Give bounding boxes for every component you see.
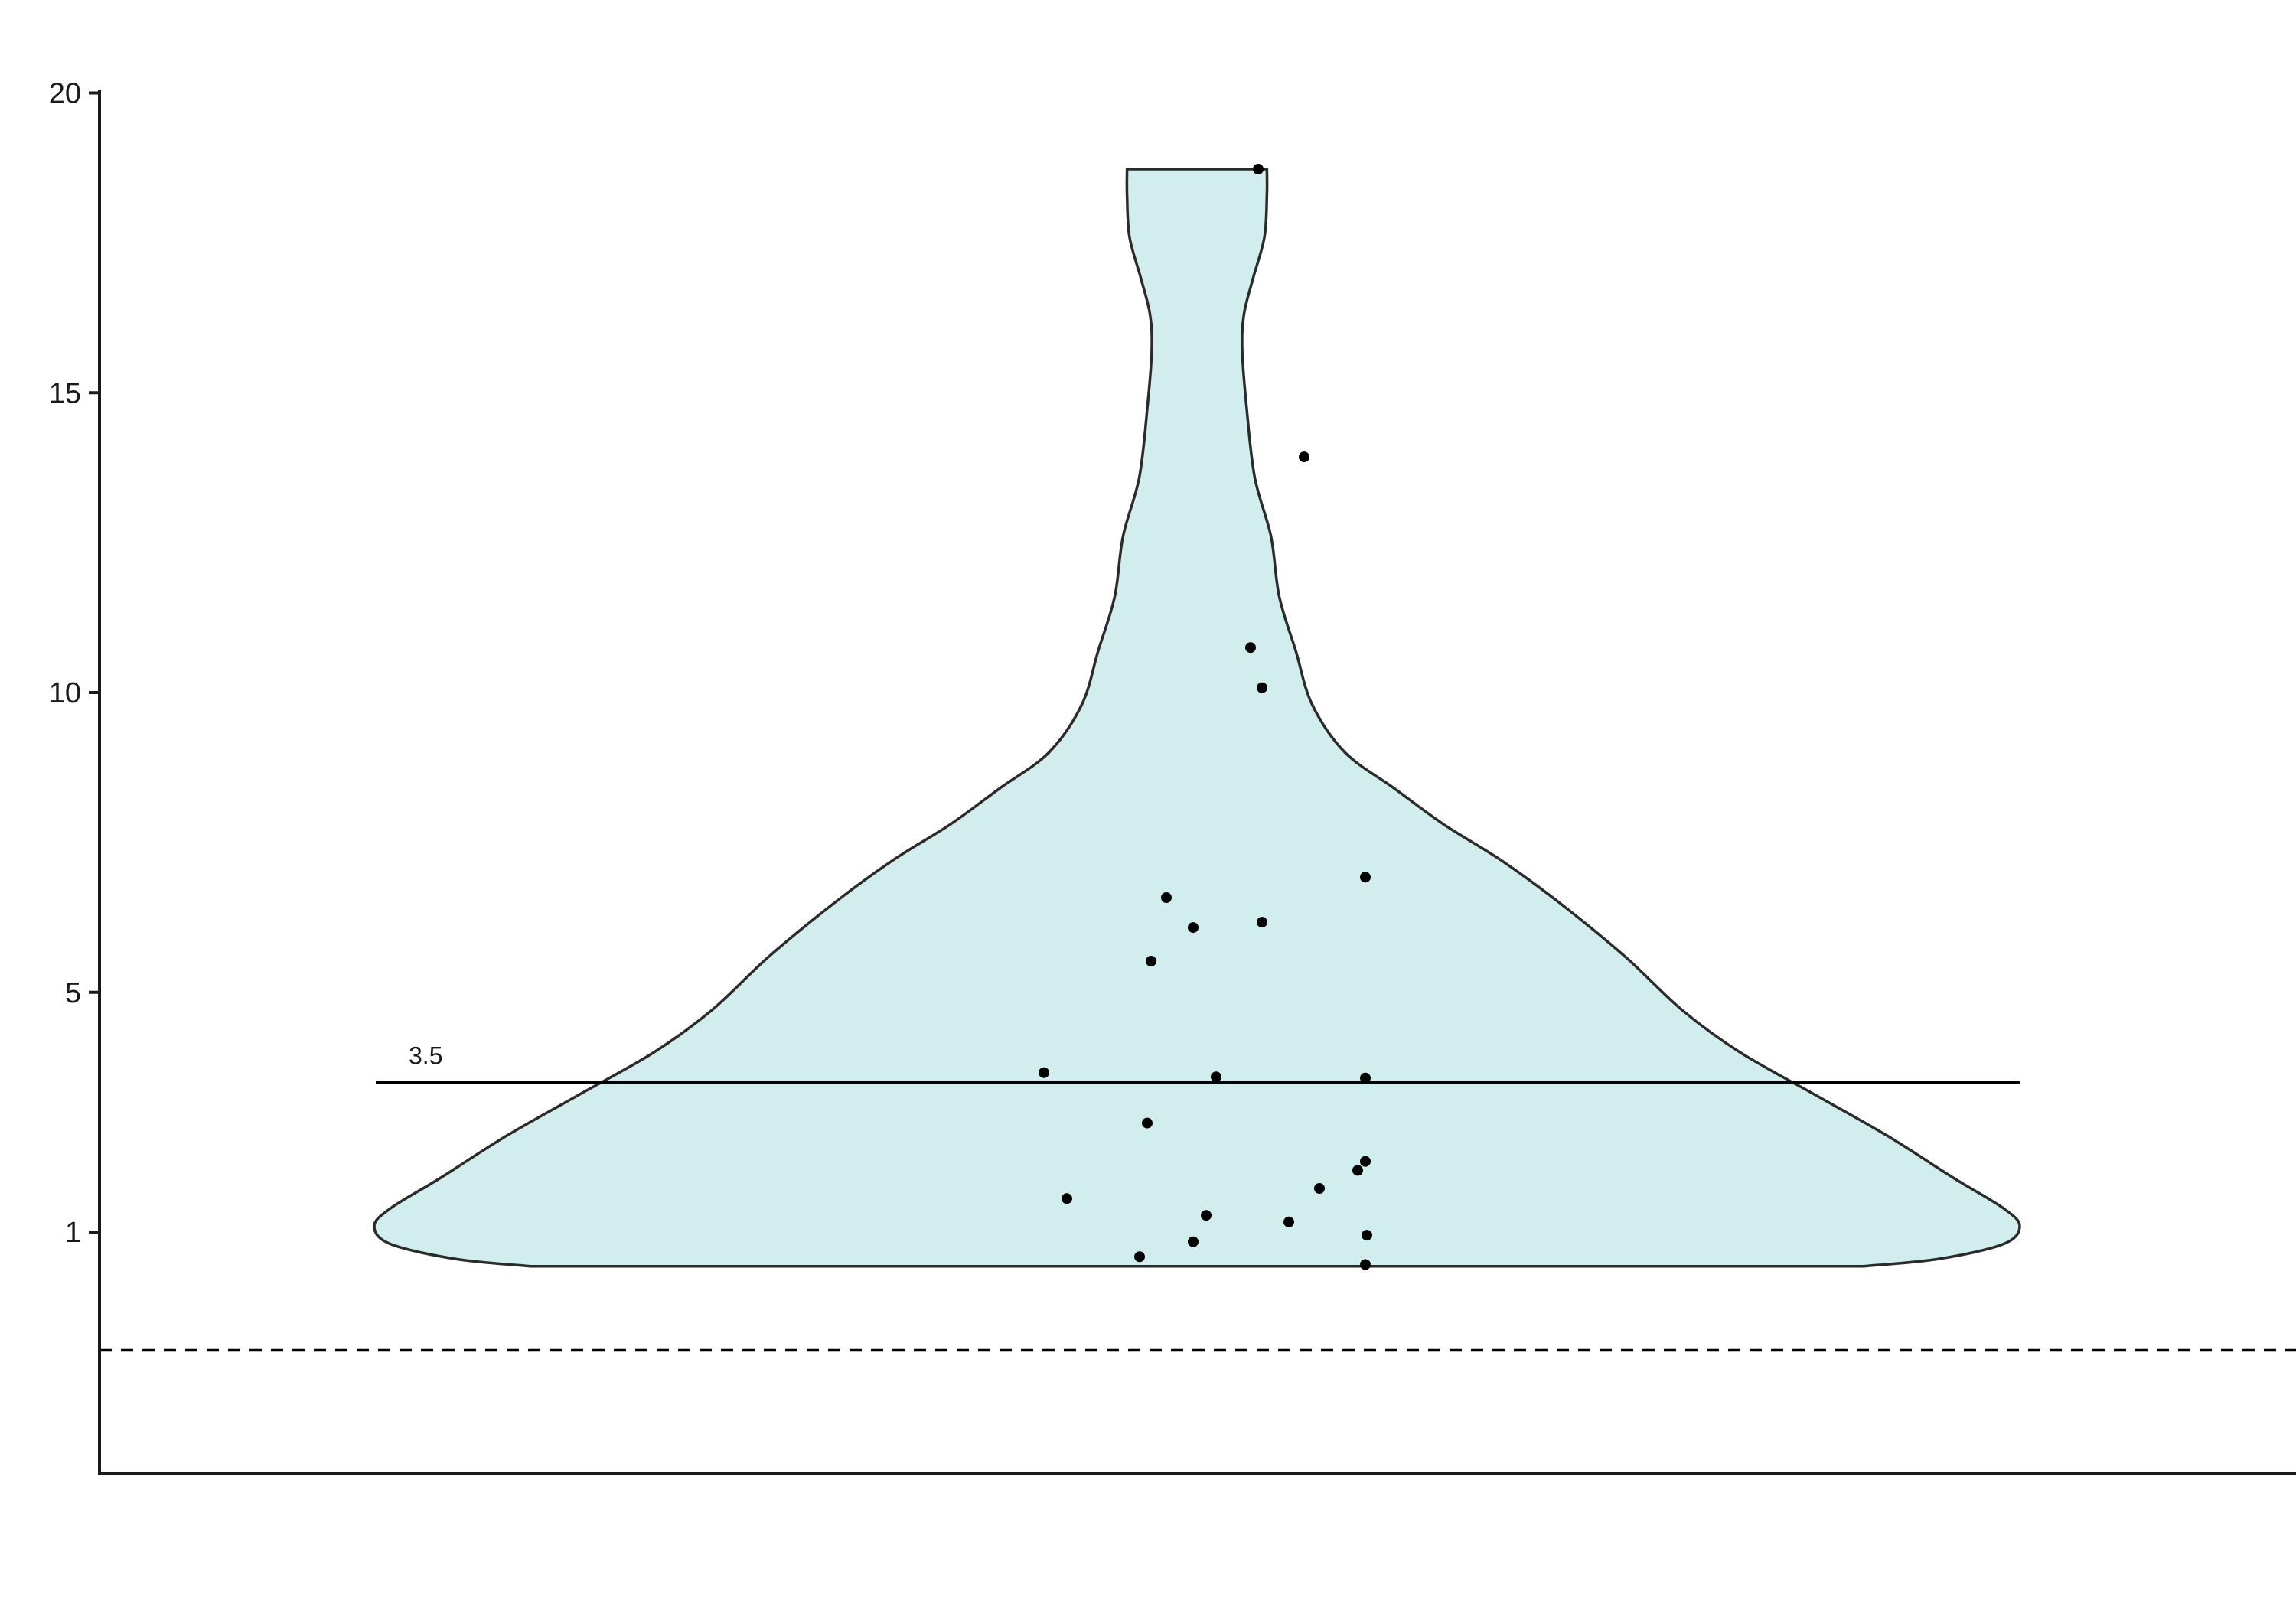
data-point xyxy=(1360,1156,1371,1167)
y-tick-label: 15 xyxy=(49,377,81,409)
data-point xyxy=(1142,1117,1153,1129)
data-point xyxy=(1314,1183,1325,1194)
data-point xyxy=(1134,1251,1145,1263)
data-point xyxy=(1161,892,1172,903)
data-point xyxy=(1188,922,1199,934)
y-tick-label: 10 xyxy=(49,677,81,709)
data-point xyxy=(1360,1259,1371,1270)
data-point xyxy=(1299,451,1309,463)
data-point xyxy=(1245,642,1256,654)
data-point xyxy=(1352,1165,1363,1176)
data-points-layer xyxy=(1039,164,1372,1270)
data-point xyxy=(1062,1193,1072,1204)
data-point xyxy=(1253,164,1264,174)
data-point xyxy=(1211,1071,1221,1083)
data-point xyxy=(1360,872,1371,883)
data-point xyxy=(1257,917,1267,928)
data-point xyxy=(1201,1210,1212,1221)
data-point xyxy=(1362,1230,1372,1241)
data-point xyxy=(1146,956,1156,966)
y-tick-label: 1 xyxy=(65,1217,81,1249)
data-point xyxy=(1039,1067,1049,1078)
data-point xyxy=(1257,682,1267,693)
violin-layer xyxy=(373,168,2021,1268)
y-tick-label: 20 xyxy=(49,78,81,110)
reference-lines-layer: 3.5 xyxy=(99,1041,2296,1352)
data-point xyxy=(1188,1236,1199,1247)
data-point xyxy=(1360,1072,1371,1084)
violin-shape xyxy=(373,168,2021,1268)
reference-line-label: 3.5 xyxy=(409,1041,442,1069)
data-point xyxy=(1283,1216,1294,1227)
y-tick-label: 5 xyxy=(65,977,81,1009)
